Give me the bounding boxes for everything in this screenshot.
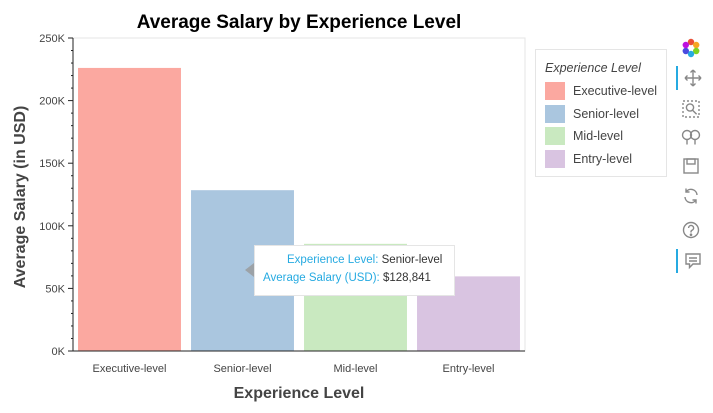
y-tick-label: 100K [39,221,65,233]
chart-title: Average Salary by Experience Level [137,12,462,33]
x-axis-label: Experience Level [234,385,365,402]
legend-swatch [545,127,565,145]
legend-label: Mid-level [573,129,624,143]
help-icon[interactable] [676,218,706,242]
legend-swatch [545,82,565,100]
wheel-zoom-icon[interactable] [676,125,706,149]
tooltip-key-salary: Average Salary (USD): [263,272,380,284]
x-tick-label: Entry-level [443,363,495,375]
legend-item-entry[interactable]: Entry-level [545,149,632,169]
hover-icon[interactable] [676,249,708,273]
legend-label: Senior-level [573,107,640,121]
x-tick-label: Mid-level [333,363,377,375]
bar [77,66,182,352]
legend-title: Experience Level [545,61,641,75]
save-icon[interactable] [676,154,706,178]
legend-item-senior[interactable]: Senior-level [545,104,639,124]
legend-label: Executive-level [573,84,658,98]
legend-swatch [545,150,565,168]
legend-item-mid[interactable]: Mid-level [545,126,623,146]
legend-label: Entry-level [573,152,633,166]
y-tick-label: 200K [39,96,65,108]
box-zoom-icon[interactable] [676,97,706,121]
y-tick-label: 250K [39,33,65,45]
x-tick-label: Senior-level [213,363,271,375]
hover-tooltip: Experience Level: Senior-level Average S… [254,245,455,296]
y-tick-label: 50K [45,283,65,295]
bokeh-logo-icon[interactable] [676,36,706,60]
tooltip-value-salary: $128,841 [382,272,431,284]
tooltip-arrow [245,263,254,277]
legend-item-executive[interactable]: Executive-level [545,81,657,101]
y-tick-label: 150K [39,158,65,170]
reset-icon[interactable] [676,184,706,208]
y-tick-label: 0K [52,346,66,358]
y-axis-label: Average Salary (in USD) [12,106,29,289]
tooltip-key-level: Experience Level: [287,254,379,266]
pan-icon[interactable] [676,66,708,90]
tooltip-value-level: Senior-level [381,254,443,266]
x-tick-label: Executive-level [93,363,167,375]
legend: Experience Level Executive-level Senior-… [535,49,667,177]
legend-swatch [545,105,565,123]
